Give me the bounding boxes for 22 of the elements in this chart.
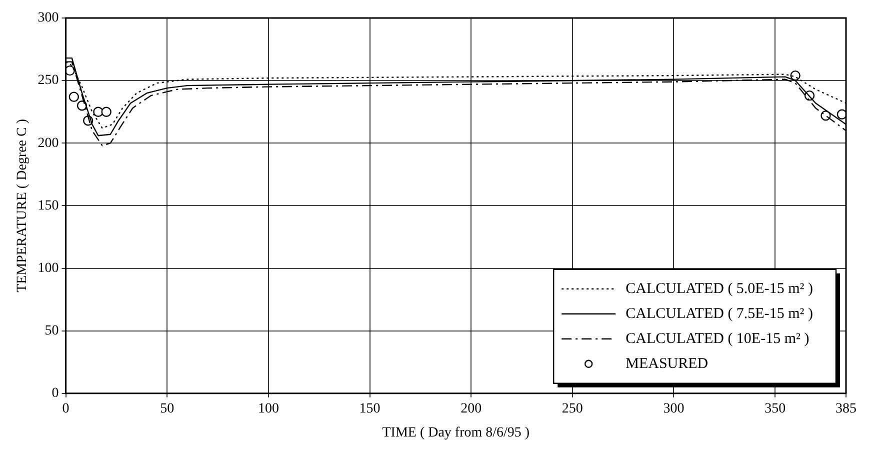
y-tick-label: 250	[38, 73, 59, 88]
legend-label: CALCULATED ( 5.0E-15 m² )	[626, 280, 814, 297]
x-tick-label: 200	[460, 401, 482, 416]
x-tick-label: 300	[663, 401, 684, 416]
x-tick-label: 385	[836, 401, 856, 416]
x-tick-label: 350	[764, 401, 786, 416]
y-axis-title: TEMPERATURE ( Degree C )	[15, 118, 30, 292]
y-tick-label: 0	[52, 386, 59, 402]
y-tick-label: 200	[38, 136, 59, 151]
x-tick-label: 150	[359, 401, 380, 416]
x-tick-label: 100	[258, 401, 279, 416]
y-tick-label: 50	[44, 324, 59, 339]
x-tick-label: 50	[160, 401, 174, 416]
y-tick-label: 100	[38, 260, 59, 276]
x-tick-label: 0	[62, 401, 70, 416]
y-tick-label: 150	[38, 198, 59, 214]
x-tick-label: 250	[562, 401, 583, 416]
y-tick-label: 300	[38, 10, 59, 26]
legend-label: MEASURED	[626, 356, 708, 372]
x-axis-title: TIME ( Day from 8/6/95 )	[382, 425, 530, 440]
legend-label: CALCULATED ( 10E-15 m² )	[626, 330, 810, 347]
legend-label: CALCULATED ( 7.5E-15 m² )	[626, 306, 814, 322]
